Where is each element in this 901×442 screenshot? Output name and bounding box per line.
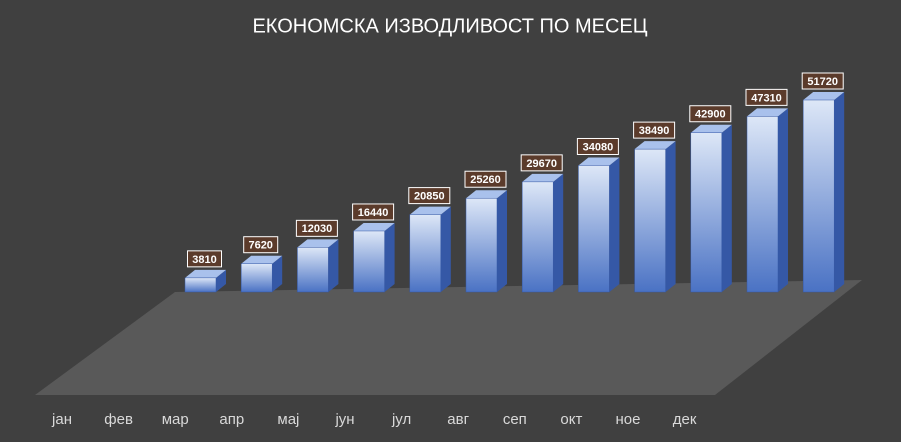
bar-top xyxy=(241,255,283,264)
bar-side xyxy=(216,269,226,292)
data-label: 25260 xyxy=(470,174,501,186)
data-label: 12030 xyxy=(302,223,333,235)
data-label-box xyxy=(576,137,619,155)
bar-side xyxy=(497,190,507,292)
bar xyxy=(802,99,835,293)
floor xyxy=(35,280,862,395)
data-label-box xyxy=(801,72,844,90)
data-label: 34080 xyxy=(583,141,614,153)
bar-side xyxy=(272,255,283,292)
bar-top xyxy=(409,206,451,215)
data-label: 51720 xyxy=(807,76,838,88)
bar-side xyxy=(609,157,620,292)
bar-top xyxy=(297,239,339,248)
x-tick-label: авг xyxy=(447,411,469,428)
bar-top xyxy=(690,124,732,133)
bar-side xyxy=(665,141,676,292)
bar-side xyxy=(440,206,451,292)
bar xyxy=(184,277,217,293)
x-tick-label: јул xyxy=(391,411,411,428)
bar xyxy=(297,247,329,293)
data-label: 42900 xyxy=(695,109,726,121)
bar-top xyxy=(185,269,226,278)
bar xyxy=(578,165,610,293)
data-label-box xyxy=(187,250,222,268)
data-label-box xyxy=(689,105,732,123)
x-tick-label: мај xyxy=(277,411,299,428)
bar xyxy=(634,148,666,293)
data-label: 16440 xyxy=(358,207,389,219)
data-label: 47310 xyxy=(751,92,782,104)
data-label: 3810 xyxy=(192,254,216,266)
bar-top xyxy=(522,173,564,182)
data-label: 20850 xyxy=(414,191,445,203)
bar xyxy=(240,263,273,293)
x-tick-label: дек xyxy=(673,411,697,428)
bar-top xyxy=(353,222,395,231)
x-tick-label: фев xyxy=(104,411,133,428)
bar-top xyxy=(634,141,676,150)
bar xyxy=(353,230,385,293)
bar-side xyxy=(328,239,339,292)
data-label-box xyxy=(408,187,451,205)
data-label-box xyxy=(520,154,563,172)
x-tick-label: окт xyxy=(560,411,582,428)
data-label-box xyxy=(295,219,338,237)
bar-top xyxy=(466,190,507,199)
bar xyxy=(690,132,723,293)
bar xyxy=(746,116,779,293)
data-label-box xyxy=(745,88,788,106)
data-label-box xyxy=(464,170,507,188)
x-tick-label: јан xyxy=(51,411,72,428)
bar-side xyxy=(384,222,395,292)
data-label-box xyxy=(633,121,676,139)
bar-top xyxy=(803,92,845,100)
bar-top xyxy=(747,108,788,117)
data-label-box xyxy=(352,203,395,221)
x-tick-label: ное xyxy=(616,411,641,428)
bar xyxy=(409,214,442,293)
bar-side xyxy=(721,124,732,292)
x-tick-label: јун xyxy=(334,411,354,428)
data-label: 7620 xyxy=(248,240,272,252)
bar-side xyxy=(834,92,845,292)
data-label-box xyxy=(243,236,279,254)
bar-side xyxy=(778,108,788,292)
chart-title: ЕКОНОМСКА ИЗВОДЛИВОСТ ПО МЕСЕЦ xyxy=(252,15,647,37)
bar-side xyxy=(553,173,564,292)
bar xyxy=(465,197,498,293)
x-tick-label: сеп xyxy=(503,411,527,428)
bar xyxy=(521,181,554,293)
data-label: 38490 xyxy=(639,125,670,137)
x-tick-label: мар xyxy=(162,411,189,428)
data-label: 29670 xyxy=(526,158,557,170)
bar-top xyxy=(578,157,620,166)
x-tick-label: апр xyxy=(219,411,244,428)
